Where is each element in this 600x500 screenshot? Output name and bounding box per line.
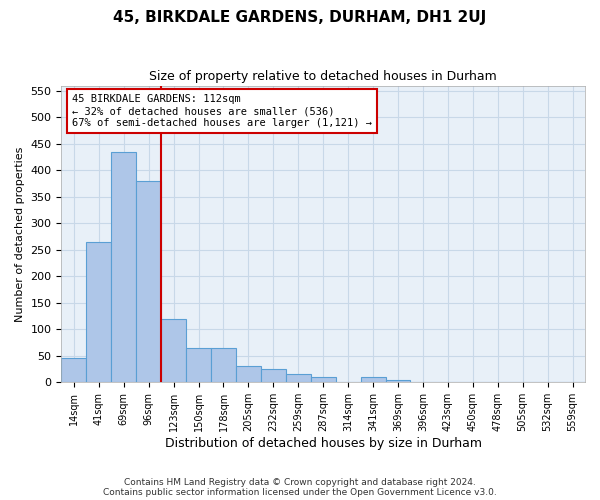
Bar <box>236 366 261 382</box>
X-axis label: Distribution of detached houses by size in Durham: Distribution of detached houses by size … <box>165 437 482 450</box>
Bar <box>211 348 236 382</box>
Bar <box>186 348 211 382</box>
Bar <box>111 152 136 382</box>
Bar <box>136 181 161 382</box>
Text: Contains HM Land Registry data © Crown copyright and database right 2024.
Contai: Contains HM Land Registry data © Crown c… <box>103 478 497 497</box>
Text: 45, BIRKDALE GARDENS, DURHAM, DH1 2UJ: 45, BIRKDALE GARDENS, DURHAM, DH1 2UJ <box>113 10 487 25</box>
Title: Size of property relative to detached houses in Durham: Size of property relative to detached ho… <box>149 70 497 83</box>
Bar <box>261 369 286 382</box>
Bar <box>361 377 386 382</box>
Bar <box>386 380 410 382</box>
Bar <box>161 318 186 382</box>
Y-axis label: Number of detached properties: Number of detached properties <box>15 146 25 322</box>
Bar <box>86 242 111 382</box>
Bar <box>61 358 86 382</box>
Bar <box>311 377 335 382</box>
Text: 45 BIRKDALE GARDENS: 112sqm
← 32% of detached houses are smaller (536)
67% of se: 45 BIRKDALE GARDENS: 112sqm ← 32% of det… <box>72 94 372 128</box>
Bar <box>286 374 311 382</box>
